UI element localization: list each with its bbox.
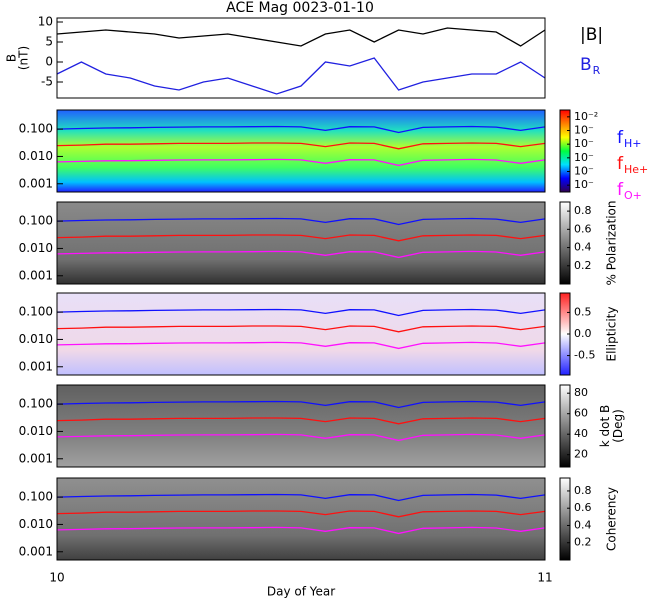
y-axis-label: (nT) [17, 46, 31, 70]
legend-label: f [617, 180, 624, 200]
colorbar-tick-label: 10⁻ [574, 124, 594, 137]
plot-frame [56, 292, 546, 376]
y-tick-label: 0.100 [19, 305, 53, 319]
colorbar-label: % Polarization [605, 201, 619, 286]
plot-frame [56, 201, 546, 285]
series-line [56, 142, 546, 150]
y-axis-label: B [5, 54, 19, 62]
series-line [56, 341, 546, 350]
legend-subscript: H+ [624, 137, 642, 150]
series-line [56, 417, 546, 425]
colorbar-tick-label: 0.4 [574, 518, 592, 531]
series-line [56, 325, 546, 333]
y-tick-label: 10 [38, 15, 53, 29]
legend-label: f [617, 128, 624, 148]
spectrogram [57, 293, 545, 375]
y-tick-label: 0.100 [19, 214, 53, 228]
series-line [56, 234, 546, 242]
series-line [56, 217, 546, 226]
colorbar-tick-label: 0.6 [574, 501, 592, 514]
colorbar-tick-label: 0.8 [574, 484, 592, 497]
plot-frame [56, 384, 546, 468]
colorbar-tick-label: 0.2 [574, 259, 592, 272]
legend-label: |B| [580, 25, 603, 45]
y-tick-label: 0.100 [19, 397, 53, 411]
y-tick-label: -5 [41, 75, 53, 89]
series-line [56, 250, 546, 259]
spectrogram [57, 202, 545, 284]
spectrogram [57, 478, 545, 560]
y-tick-label: 0.010 [19, 241, 53, 255]
plot-frame [56, 477, 546, 561]
y-tick-label: 0.010 [19, 332, 53, 346]
spectrogram [57, 110, 545, 192]
x-tick-label: 10 [49, 571, 64, 585]
series-line [56, 158, 546, 167]
colorbar-label: Ellipticity [605, 307, 619, 362]
legend-label: f [617, 154, 624, 174]
series-line [56, 510, 546, 518]
series-line [56, 27, 546, 47]
colorbar-tick-label: 10⁻ [574, 151, 594, 164]
y-tick-label: 0.001 [19, 268, 53, 282]
series-line [56, 125, 546, 134]
y-tick-label: 0.010 [19, 424, 53, 438]
colorbar-tick-label: 0.6 [574, 222, 592, 235]
colorbar-tick-label: 80 [574, 386, 588, 399]
legend-subscript: O+ [624, 189, 642, 202]
colorbar-label: (Deg) [611, 409, 625, 443]
y-tick-label: 0.100 [19, 122, 53, 136]
y-tick-label: 5 [45, 35, 53, 49]
series-line [56, 57, 546, 95]
colorbar-tick-label: 40 [574, 427, 588, 440]
colorbar-tick-label: 0.8 [574, 204, 592, 217]
y-tick-label: 0.010 [19, 149, 53, 163]
chart-title: ACE Mag 0023-01-10 [226, 0, 374, 16]
plot-frame [56, 17, 546, 99]
colorbar-tick-label: 0.2 [574, 536, 592, 549]
legend-label: B [580, 55, 592, 75]
colorbar-tick-label: 0.5 [574, 305, 592, 318]
colorbar-label: Coherency [605, 487, 619, 551]
colorbar-tick-label: -0.5 [574, 349, 595, 362]
colorbar [559, 109, 571, 193]
plot-frame [56, 109, 546, 193]
series-line [56, 308, 546, 317]
series-line [56, 433, 546, 442]
series-line [56, 493, 546, 502]
colorbar [559, 201, 571, 285]
y-tick-label: 0.100 [19, 490, 53, 504]
series-line [56, 526, 546, 535]
y-tick-label: 0 [45, 55, 53, 69]
y-tick-label: 0.001 [19, 544, 53, 558]
colorbar-tick-label: 60 [574, 407, 588, 420]
legend-subscript: R [593, 64, 601, 77]
series-line [56, 400, 546, 409]
colorbar-tick-label: 10⁻ [574, 137, 594, 150]
colorbar-tick-label: 10⁻² [574, 110, 598, 123]
colorbar-tick-label: 20 [574, 448, 588, 461]
y-tick-label: 0.001 [19, 176, 53, 190]
colorbar-tick-label: 10⁻ [574, 165, 594, 178]
y-tick-label: 0.001 [19, 451, 53, 465]
colorbar-tick-label: 0.0 [574, 327, 592, 340]
y-tick-label: 0.010 [19, 517, 53, 531]
spectrogram [57, 385, 545, 467]
colorbar [559, 477, 571, 561]
x-tick-label: 11 [537, 571, 552, 585]
legend-subscript: He+ [624, 163, 648, 176]
colorbar-label: k dot B [598, 405, 612, 447]
colorbar-tick-label: 0.4 [574, 241, 592, 254]
colorbar [559, 384, 571, 468]
y-tick-label: 0.001 [19, 359, 53, 373]
x-axis-label: Day of Year [267, 585, 335, 599]
colorbar-tick-label: 10⁻ [574, 178, 594, 191]
